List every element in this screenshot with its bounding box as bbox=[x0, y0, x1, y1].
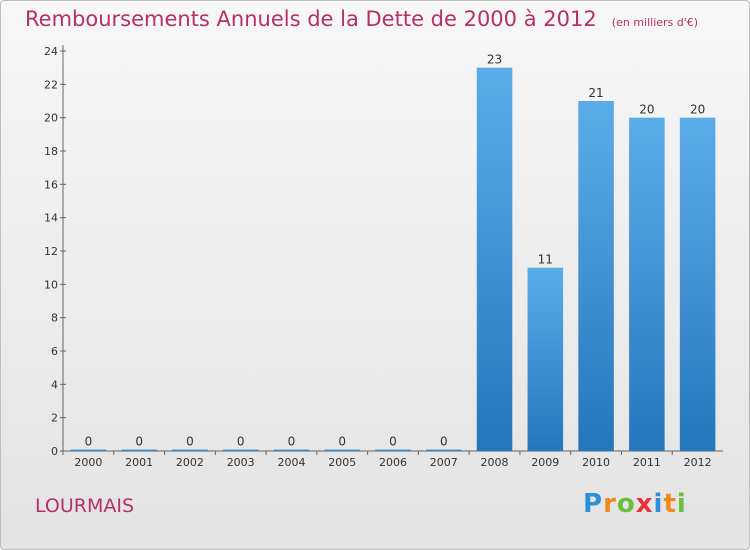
y-tick-label: 2 bbox=[51, 412, 58, 425]
value-label-2005: 0 bbox=[338, 435, 346, 449]
commune-name: LOURMAIS bbox=[35, 495, 135, 517]
y-tick-label: 6 bbox=[51, 345, 58, 358]
bar-2002 bbox=[172, 449, 208, 451]
logo-letter: r bbox=[603, 489, 617, 519]
x-tick-label-2009: 2009 bbox=[531, 456, 559, 469]
logo-letter: x bbox=[635, 489, 654, 519]
x-tick-label-2007: 2007 bbox=[430, 456, 458, 469]
bar-2009 bbox=[527, 267, 564, 451]
logo-letter: t bbox=[663, 489, 677, 519]
y-tick-label: 22 bbox=[44, 78, 58, 91]
chart-unit: (en milliers d'€) bbox=[611, 16, 699, 29]
bar-2000 bbox=[70, 449, 107, 451]
value-label-2000: 0 bbox=[85, 435, 93, 449]
x-tick-label-2006: 2006 bbox=[379, 456, 407, 469]
x-tick-label-2005: 2005 bbox=[328, 456, 356, 469]
bar-2006 bbox=[375, 449, 411, 451]
x-tick-label-2001: 2001 bbox=[125, 456, 153, 469]
y-tick-label: 18 bbox=[44, 145, 58, 158]
value-label-2002: 0 bbox=[186, 435, 194, 449]
bar-2008 bbox=[476, 67, 513, 452]
logo-letter: i bbox=[653, 489, 664, 519]
y-tick-label: 14 bbox=[44, 212, 58, 225]
x-tick-label-2003: 2003 bbox=[227, 456, 255, 469]
value-label-2009: 11 bbox=[538, 253, 553, 267]
value-label-2003: 0 bbox=[237, 435, 245, 449]
bar-2001 bbox=[121, 449, 157, 451]
logo-letter: i bbox=[676, 489, 687, 519]
x-tick-label-2010: 2010 bbox=[582, 456, 610, 469]
x-tick-label-2012: 2012 bbox=[684, 456, 712, 469]
y-tick-label: 20 bbox=[44, 112, 58, 125]
x-tick-label-2011: 2011 bbox=[633, 456, 661, 469]
value-label-2008: 23 bbox=[487, 53, 502, 67]
chart-labels: 2000020010200202003020040200502006020070… bbox=[74, 53, 711, 469]
y-tick-label: 10 bbox=[44, 278, 58, 291]
value-label-2010: 21 bbox=[588, 86, 603, 100]
value-label-2007: 0 bbox=[440, 435, 448, 449]
bar-2011 bbox=[629, 117, 665, 452]
chart-title: Remboursements Annuels de la Dette de 20… bbox=[25, 7, 698, 31]
bar-2012 bbox=[679, 117, 716, 452]
value-label-2011: 20 bbox=[639, 103, 654, 117]
value-label-2006: 0 bbox=[389, 435, 397, 449]
logo-letter: o bbox=[616, 489, 636, 519]
x-tick-label-2004: 2004 bbox=[277, 456, 305, 469]
value-label-2012: 20 bbox=[690, 103, 705, 117]
x-tick-label-2000: 2000 bbox=[74, 456, 102, 469]
chart-title-text: Remboursements Annuels de la Dette de 20… bbox=[25, 7, 597, 31]
proxiti-logo: Proxiti bbox=[583, 489, 687, 519]
y-tick-label: 16 bbox=[44, 178, 58, 191]
y-tick-label: 24 bbox=[44, 45, 58, 58]
x-tick-label-2008: 2008 bbox=[481, 456, 509, 469]
bar-2005 bbox=[324, 449, 360, 451]
y-tick-label: 4 bbox=[51, 378, 58, 391]
value-label-2004: 0 bbox=[288, 435, 296, 449]
bar-2007 bbox=[426, 449, 462, 451]
value-label-2001: 0 bbox=[135, 435, 143, 449]
bar-2010 bbox=[578, 101, 614, 451]
chart-bars bbox=[70, 67, 716, 452]
logo-letter: P bbox=[583, 489, 604, 519]
x-tick-label-2002: 2002 bbox=[176, 456, 204, 469]
y-tick-label: 12 bbox=[44, 245, 58, 258]
bar-2004 bbox=[273, 449, 310, 451]
y-tick-label: 0 bbox=[51, 445, 58, 458]
y-tick-label: 8 bbox=[51, 312, 58, 325]
bar-2003 bbox=[222, 449, 259, 451]
